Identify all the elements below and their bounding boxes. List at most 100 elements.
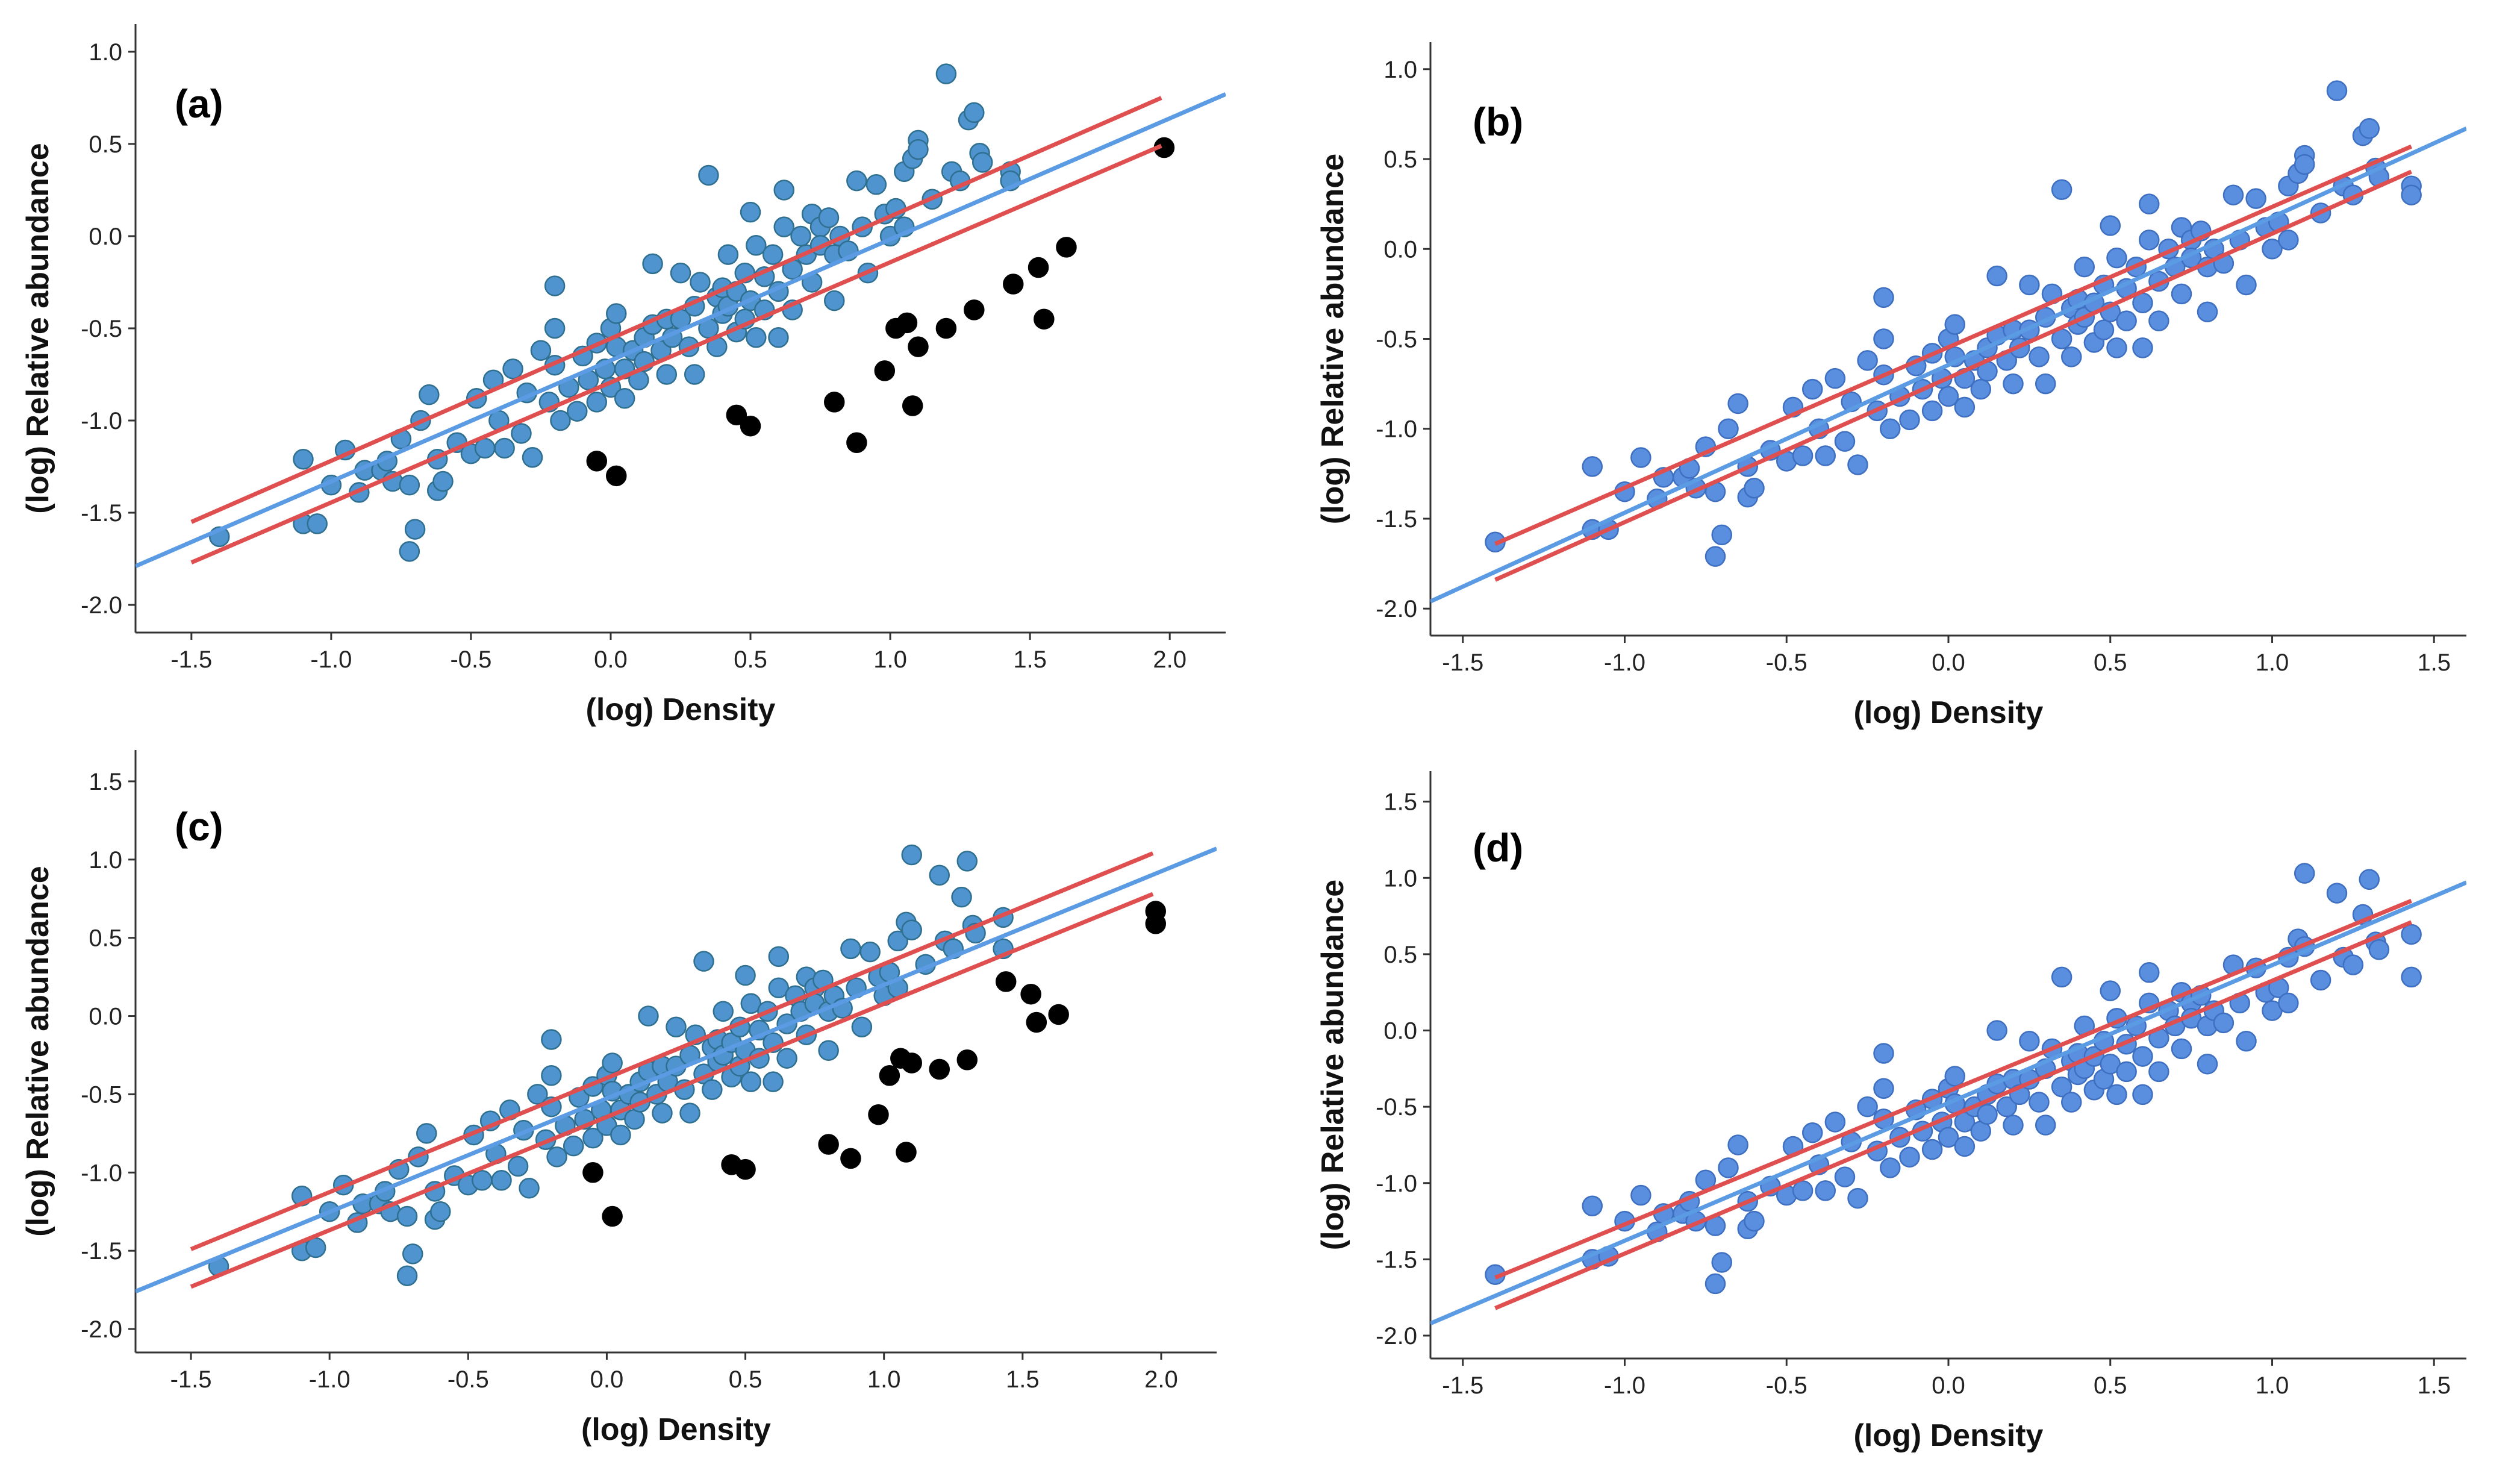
- y-tick-label: -1.0: [1376, 416, 1417, 443]
- x-tick-label: 0.5: [2094, 1372, 2127, 1399]
- data-point: [546, 1146, 567, 1168]
- data-point: [2051, 179, 2072, 201]
- data-point: [790, 225, 811, 247]
- fit-line: [1430, 127, 2466, 604]
- panel-c: -1.5 -1.0 -0.5 0.0 0.5 1.0 1.5 2.0 -2.0 -1.5 -1.0 -…: [20, 750, 1217, 1447]
- outlier-point: [879, 1065, 900, 1086]
- data-point: [1727, 1134, 1748, 1155]
- data-point: [670, 262, 691, 284]
- data-point: [1944, 1066, 1965, 1087]
- data-point: [638, 1005, 659, 1027]
- data-point: [762, 244, 784, 265]
- data-point: [1711, 524, 1732, 546]
- data-point: [502, 358, 523, 380]
- data-point: [614, 388, 635, 409]
- outlier-point: [1056, 237, 1077, 258]
- fit-line: [136, 846, 1217, 1293]
- data-point: [2197, 301, 2218, 322]
- data-point: [416, 1123, 437, 1144]
- data-point: [656, 364, 678, 385]
- data-point: [2310, 969, 2331, 991]
- data-point: [2132, 337, 2153, 358]
- data-point: [851, 1016, 873, 1037]
- data-point: [430, 1201, 451, 1222]
- data-point: [1873, 328, 1894, 349]
- y-tick-label: 0.5: [1383, 942, 1417, 968]
- outlier-point: [1145, 913, 1166, 934]
- data-point: [1944, 314, 1965, 335]
- x-tick-label: 1.0: [873, 646, 907, 673]
- y-tick-label: -0.5: [81, 316, 122, 342]
- outlier-point: [929, 1058, 950, 1080]
- x-tick-label: 1.0: [2256, 649, 2289, 676]
- data-point: [824, 290, 845, 311]
- data-point: [1834, 1166, 1856, 1187]
- data-point: [1977, 1104, 1998, 1125]
- data-point: [768, 946, 790, 968]
- data-point: [563, 1135, 584, 1157]
- data-point: [776, 1048, 797, 1069]
- data-point: [472, 1170, 493, 1191]
- data-point: [507, 1155, 529, 1177]
- outlier-point: [740, 415, 761, 437]
- data-point: [1857, 350, 1878, 371]
- data-point: [901, 919, 922, 940]
- outlier-point: [1026, 1011, 1047, 1033]
- data-point: [2294, 154, 2315, 175]
- y-tick-label: -1.5: [1376, 1246, 1417, 1273]
- data-point: [1834, 431, 1856, 452]
- x-tick-label: -1.0: [310, 646, 352, 673]
- y-tick-label: -0.5: [81, 1081, 122, 1108]
- x-tick-label: 0.0: [590, 1366, 624, 1393]
- y-tick-label: -1.5: [81, 500, 122, 527]
- data-point: [951, 886, 972, 908]
- data-point: [740, 993, 762, 1015]
- y-tick-label: -1.0: [81, 1160, 122, 1186]
- y-tick-label: 0.5: [1383, 146, 1417, 173]
- data-point: [846, 170, 867, 192]
- data-point: [2139, 230, 2160, 251]
- data-point: [2326, 883, 2348, 904]
- data-point: [652, 1102, 673, 1124]
- data-point: [1880, 418, 1901, 439]
- data-point: [396, 1205, 418, 1227]
- data-point: [690, 272, 711, 293]
- data-point: [972, 152, 993, 173]
- y-tick-label: 1.0: [89, 847, 122, 874]
- data-point: [1792, 445, 1814, 466]
- data-point: [586, 392, 608, 413]
- data-point: [1847, 454, 1868, 475]
- data-point: [2197, 1053, 2218, 1075]
- data-point: [1899, 1146, 1920, 1168]
- data-point: [2019, 274, 2040, 296]
- outlier-point: [818, 1134, 839, 1155]
- data-point: [527, 1084, 548, 1105]
- data-point: [763, 1071, 784, 1092]
- data-point: [1718, 418, 1739, 439]
- data-point: [1873, 1078, 1894, 1099]
- data-point: [1857, 1096, 1878, 1118]
- x-tick-label: 0.5: [2094, 649, 2127, 676]
- points: [208, 63, 1175, 562]
- data-point: [2213, 1012, 2235, 1034]
- data-point: [956, 851, 978, 872]
- data-point: [859, 941, 881, 963]
- data-point: [1986, 265, 2007, 287]
- outlier-point: [956, 1049, 978, 1071]
- outlier-point: [1048, 1004, 1069, 1025]
- data-point: [2019, 1030, 2040, 1052]
- data-point: [2171, 1038, 2192, 1060]
- data-point: [1996, 1096, 2017, 1118]
- y-tick-label: -1.0: [81, 408, 122, 434]
- data-point: [305, 1237, 326, 1258]
- x-tick-label: 0.5: [729, 1366, 763, 1393]
- y-axis-title: (log) Relative abundance: [20, 143, 55, 513]
- data-point: [2294, 863, 2315, 884]
- data-point: [399, 474, 420, 496]
- data-point: [307, 513, 328, 534]
- data-point: [1938, 386, 1959, 407]
- x-tick-label: 1.5: [2417, 649, 2451, 676]
- data-point: [684, 364, 705, 385]
- data-point: [2029, 1092, 2050, 1113]
- data-point: [2061, 1092, 2082, 1113]
